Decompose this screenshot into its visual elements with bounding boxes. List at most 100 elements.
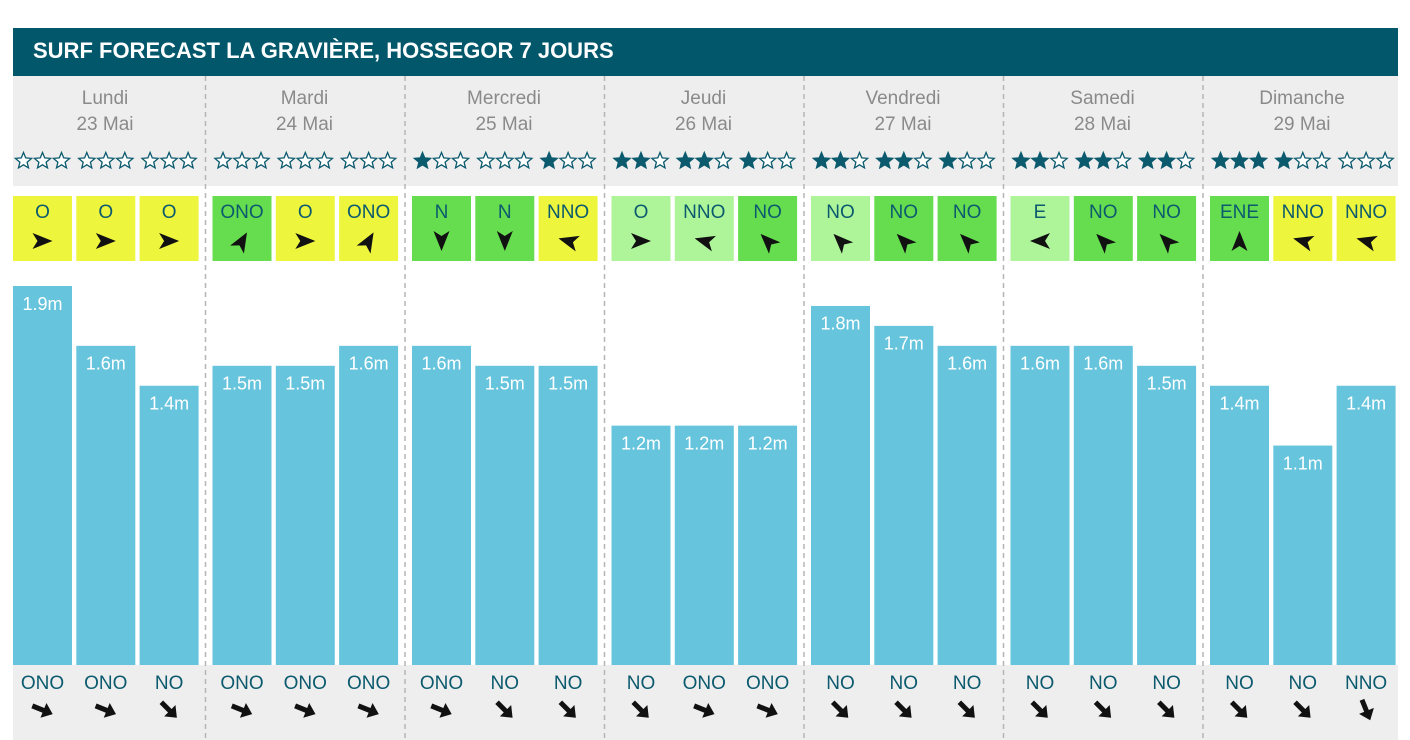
rating-star xyxy=(450,150,471,170)
wave-bar xyxy=(475,365,535,665)
swell-arrow xyxy=(1229,700,1248,718)
rating-star xyxy=(1210,150,1231,170)
swell-direction: ONO xyxy=(746,673,789,694)
wave-bar xyxy=(1210,385,1269,665)
swell-direction: NO xyxy=(491,673,520,694)
wave-label: 1.1m xyxy=(1283,453,1323,473)
rating-star xyxy=(51,150,72,170)
wave-bar xyxy=(339,345,399,665)
rating-star xyxy=(251,150,271,170)
rating-star xyxy=(1074,150,1095,170)
rating-star xyxy=(115,150,135,170)
rating-star xyxy=(1175,150,1196,170)
wind-arrow xyxy=(760,233,781,254)
swell-direction: NO xyxy=(1152,673,1181,694)
wind-direction: NO xyxy=(890,202,919,223)
swell-direction: NO xyxy=(554,673,583,694)
rating-star xyxy=(1293,150,1313,170)
swell-arrow xyxy=(957,700,975,718)
wind-arrow xyxy=(159,233,180,249)
rating-star xyxy=(757,150,778,170)
wind-arrow xyxy=(356,232,374,254)
rating-star xyxy=(830,150,851,170)
rating-star xyxy=(738,150,759,170)
wind-arrow xyxy=(558,235,580,252)
wave-label: 1.6m xyxy=(1083,354,1123,374)
swell-direction: NO xyxy=(826,673,855,694)
wave-label: 1.9m xyxy=(22,294,62,314)
swell-direction: NO xyxy=(627,673,656,694)
wind-box xyxy=(674,196,734,261)
wind-arrow xyxy=(1356,235,1378,252)
wave-label: 1.6m xyxy=(86,354,126,374)
rating-star xyxy=(1356,150,1376,170)
rating-star xyxy=(77,150,97,170)
rating-star xyxy=(1274,150,1294,170)
wind-direction: N xyxy=(435,202,449,223)
swell-direction: ONO xyxy=(284,673,327,694)
wave-label: 1.6m xyxy=(349,354,389,374)
wave-label: 1.4m xyxy=(1346,393,1386,413)
wave-label: 1.5m xyxy=(1147,374,1187,394)
rating-star xyxy=(1312,150,1332,170)
rating-star xyxy=(1137,150,1158,170)
rating-star xyxy=(1049,150,1069,170)
wind-box xyxy=(139,196,199,261)
day-name: Lundi xyxy=(82,88,129,109)
wind-arrow xyxy=(433,231,450,251)
swell-arrow xyxy=(294,702,316,718)
swell-direction: ONO xyxy=(347,673,390,694)
swell-band xyxy=(13,665,1398,740)
wave-label: 1.6m xyxy=(421,354,461,374)
wave-label: 1.5m xyxy=(222,374,262,394)
rating-star xyxy=(178,150,198,170)
rating-star xyxy=(1229,150,1250,170)
wind-arrow xyxy=(230,232,247,254)
wave-bar xyxy=(275,365,335,665)
wave-bar xyxy=(412,345,471,665)
swell-arrow xyxy=(1030,700,1048,718)
wind-box xyxy=(1210,196,1269,261)
wave-bar xyxy=(212,365,272,665)
wave-label: 1.4m xyxy=(1219,393,1259,413)
day-name: Mercredi xyxy=(467,88,541,109)
swell-direction: NO xyxy=(953,673,982,694)
wind-box xyxy=(1336,196,1396,261)
rating-star xyxy=(650,150,670,170)
wave-label: 1.5m xyxy=(485,374,525,394)
swell-arrow xyxy=(357,702,379,718)
wind-direction: NNO xyxy=(1345,202,1387,223)
swell-direction: NO xyxy=(1026,673,1055,694)
wind-box xyxy=(1273,196,1333,261)
wind-direction: NNO xyxy=(683,202,725,223)
wave-label: 1.5m xyxy=(285,374,325,394)
rating-star xyxy=(811,150,832,170)
wave-bar xyxy=(611,425,671,665)
wave-label: 1.6m xyxy=(1020,354,1060,374)
rating-star xyxy=(96,150,116,170)
wave-label: 1.2m xyxy=(621,433,661,453)
wind-arrow xyxy=(295,233,316,249)
wave-bar xyxy=(811,305,870,665)
rating-star xyxy=(631,150,651,170)
rating-star xyxy=(1248,150,1269,170)
swell-arrow xyxy=(830,700,849,718)
rating-star xyxy=(295,150,316,170)
rating-star xyxy=(577,150,597,170)
wave-bar xyxy=(874,325,934,665)
rating-star xyxy=(675,150,696,170)
rating-star xyxy=(539,150,559,170)
swell-arrow xyxy=(558,700,576,718)
rating-star xyxy=(358,150,379,170)
rating-star xyxy=(140,150,160,170)
wind-direction: NO xyxy=(953,202,982,223)
wind-arrow xyxy=(896,233,917,254)
wind-box xyxy=(13,196,72,261)
swell-direction: ONO xyxy=(21,673,64,694)
wind-direction: O xyxy=(162,202,177,223)
swell-direction: NNO xyxy=(1345,673,1387,694)
wind-direction: O xyxy=(298,202,313,223)
wave-label: 1.2m xyxy=(748,433,788,453)
wind-direction: ONO xyxy=(220,202,263,223)
wave-bar xyxy=(1010,345,1070,665)
